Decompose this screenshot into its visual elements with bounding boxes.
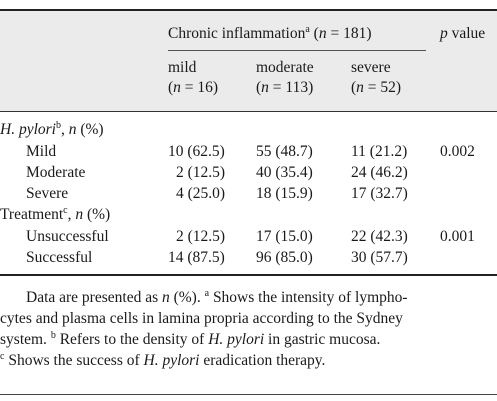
table-header-bottom-rule <box>0 111 497 112</box>
column-header-moderate: moderate <box>256 59 314 76</box>
column-header-severe-n: (n = 52) <box>351 79 402 96</box>
cell-moderate-mild: 2 (12.5) <box>176 164 226 181</box>
row-label-severe: Severe <box>26 185 69 202</box>
footnote-line-2: cytes and plasma cells in lamina propria… <box>0 310 403 327</box>
row-label-mild: Mild <box>26 143 57 160</box>
cell-mild-moderate: 55 (48.7) <box>256 143 313 160</box>
cell-unsuccessful-mild: 2 (12.5) <box>176 228 226 245</box>
cell-unsuccessful-severe: 22 (42.3) <box>351 228 408 245</box>
row-label-successful: Successful <box>26 249 93 266</box>
section-title-h-pylori: H. pylorib, n (%) <box>0 120 104 139</box>
footnote-line-3: system. b Refers to the density of H. py… <box>0 330 381 349</box>
cell-severe-severe: 17 (32.7) <box>351 185 408 202</box>
column-header-mild-n: (n = 16) <box>168 79 219 96</box>
table-bottom-rule <box>0 274 497 276</box>
group-header-rule <box>168 50 426 51</box>
cell-successful-moderate: 96 (85.0) <box>256 249 313 266</box>
column-header-p-value: p value <box>440 25 486 42</box>
column-header-mild: mild <box>168 59 197 76</box>
cell-successful-mild: 14 (87.5) <box>168 249 225 266</box>
row-label-moderate: Moderate <box>26 164 86 181</box>
cell-treatment-p-value: 0.001 <box>440 228 475 245</box>
cell-severe-mild: 4 (25.0) <box>176 185 226 202</box>
table-header-band <box>0 10 497 112</box>
cell-moderate-moderate: 40 (35.4) <box>256 164 313 181</box>
cell-h-pylori-p-value: 0.002 <box>440 143 475 160</box>
cell-unsuccessful-moderate: 17 (15.0) <box>256 228 313 245</box>
row-label-unsuccessful: Unsuccessful <box>26 228 109 245</box>
table-top-rule <box>0 9 497 11</box>
cell-mild-severe: 11 (21.2) <box>351 143 408 160</box>
group-header-chronic-inflammation: Chronic inflammationa (n = 181) <box>168 24 372 43</box>
cell-mild-mild: 10 (62.5) <box>168 143 225 160</box>
footnote-line-4: c Shows the success of H. pylori eradica… <box>0 351 326 370</box>
column-header-moderate-n: (n = 113) <box>256 79 314 96</box>
footnote-bottom-rule <box>0 394 497 395</box>
section-title-treatment: Treatmentc, n (%) <box>0 205 111 224</box>
cell-successful-severe: 30 (57.7) <box>351 249 408 266</box>
column-header-severe: severe <box>351 59 391 76</box>
cell-severe-moderate: 18 (15.9) <box>256 185 313 202</box>
footnote-line-1: Data are presented as n (%). a Shows the… <box>26 288 408 307</box>
cell-moderate-severe: 24 (46.2) <box>351 164 408 181</box>
